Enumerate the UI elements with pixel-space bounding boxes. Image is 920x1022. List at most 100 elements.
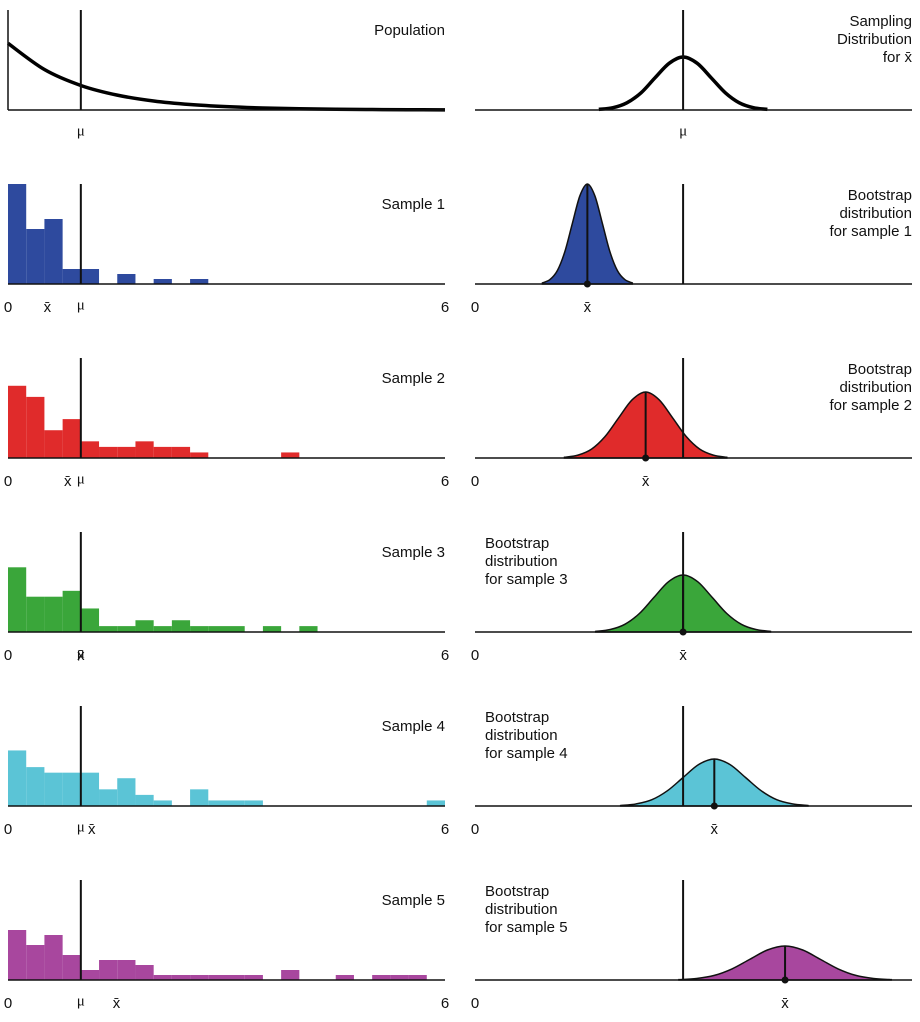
xbar-label: x̄ bbox=[88, 821, 96, 838]
histogram-bar bbox=[153, 800, 172, 806]
panel-title: Bootstrap bbox=[848, 187, 912, 204]
panel-title: Distribution bbox=[837, 31, 912, 48]
histogram-bar bbox=[153, 446, 172, 458]
panel-title: distribution bbox=[839, 205, 912, 222]
histogram-bar bbox=[226, 626, 245, 632]
xbar-label: x̄ bbox=[77, 647, 85, 664]
xbar-label: x̄ bbox=[44, 299, 52, 316]
histogram-bar bbox=[262, 626, 282, 632]
histogram-bar bbox=[135, 441, 154, 458]
x-tick-label: 0 bbox=[471, 647, 479, 664]
panel-title: Bootstrap bbox=[485, 535, 549, 552]
histogram-bar bbox=[62, 955, 81, 980]
histogram-bar bbox=[8, 750, 27, 806]
x-tick-label: 0 bbox=[471, 821, 479, 838]
xbar-dot bbox=[679, 628, 687, 636]
histogram-bar bbox=[208, 626, 227, 632]
histogram-bar bbox=[80, 269, 100, 284]
histogram-bar bbox=[190, 789, 209, 806]
mu-label: μ bbox=[77, 993, 85, 1009]
xbar-label: x̄ bbox=[64, 473, 72, 490]
histogram-bar bbox=[190, 279, 209, 284]
histogram-bar bbox=[372, 975, 391, 980]
histogram-bar bbox=[26, 767, 45, 806]
panel-title: for x̄ bbox=[883, 49, 913, 66]
panel-title: Sample 1 bbox=[382, 196, 445, 213]
histogram-bar bbox=[117, 960, 136, 980]
mu-label: μ bbox=[77, 819, 85, 835]
xbar-label: x̄ bbox=[711, 821, 719, 838]
x-tick-label: 0 bbox=[4, 473, 12, 490]
histogram-bar bbox=[80, 441, 100, 458]
histogram-bar bbox=[281, 970, 300, 980]
x-tick-label: 6 bbox=[441, 473, 449, 490]
histogram-bar bbox=[62, 269, 81, 284]
panel-title: distribution bbox=[485, 727, 558, 744]
xbar-label: x̄ bbox=[679, 647, 687, 664]
histogram-bar bbox=[208, 800, 227, 806]
histogram-bar bbox=[8, 184, 27, 284]
xbar-label: x̄ bbox=[113, 995, 121, 1012]
histogram-bar bbox=[408, 975, 427, 980]
histogram-bar bbox=[26, 945, 45, 980]
histogram-bar bbox=[62, 590, 81, 632]
x-tick-label: 0 bbox=[4, 647, 12, 664]
panel-title: distribution bbox=[485, 901, 558, 918]
mu-label: μ bbox=[77, 645, 85, 661]
histogram-bar bbox=[44, 772, 63, 806]
histogram-bar bbox=[135, 794, 154, 806]
panel-title: for sample 2 bbox=[829, 397, 912, 414]
histogram-bar bbox=[426, 800, 445, 806]
histogram-bar bbox=[135, 965, 154, 980]
histogram-bar bbox=[44, 935, 63, 980]
panel-title: Bootstrap bbox=[848, 361, 912, 378]
histogram-bar bbox=[117, 446, 136, 458]
histogram-bar bbox=[244, 975, 263, 980]
histogram-bar bbox=[226, 800, 245, 806]
panel-title: Population bbox=[374, 22, 445, 39]
histogram-bar bbox=[44, 430, 63, 458]
panel-title: Sampling bbox=[849, 13, 912, 30]
histogram-bar bbox=[190, 626, 209, 632]
x-tick-label: 0 bbox=[4, 299, 12, 316]
histogram-bar bbox=[117, 626, 136, 632]
histogram-bar bbox=[26, 596, 45, 632]
x-tick-label: 0 bbox=[471, 473, 479, 490]
panel-title: Sample 3 bbox=[382, 544, 445, 561]
histogram-bar bbox=[99, 789, 118, 806]
histogram-bar bbox=[8, 385, 27, 458]
xbar-label: x̄ bbox=[584, 299, 592, 316]
histogram-bar bbox=[8, 567, 27, 632]
panel-title: Sample 4 bbox=[382, 718, 445, 735]
histogram-bar bbox=[299, 626, 318, 632]
x-tick-label: 6 bbox=[441, 299, 449, 316]
histogram-bar bbox=[190, 975, 209, 980]
x-tick-label: 0 bbox=[4, 821, 12, 838]
histogram-bar bbox=[171, 620, 191, 632]
panel-title: distribution bbox=[839, 379, 912, 396]
histogram-bar bbox=[80, 970, 100, 980]
panel-title: distribution bbox=[485, 553, 558, 570]
histogram-bar bbox=[335, 975, 354, 980]
density-curve bbox=[6, 41, 446, 112]
histogram-bar bbox=[190, 452, 209, 458]
histogram-bar bbox=[44, 596, 63, 632]
x-tick-label: 0 bbox=[4, 995, 12, 1012]
panel-title: for sample 5 bbox=[485, 919, 568, 936]
histogram-bar bbox=[26, 396, 45, 458]
histogram-bar bbox=[80, 608, 100, 632]
histogram-bar bbox=[99, 446, 118, 458]
x-tick-label: 0 bbox=[471, 995, 479, 1012]
mu-label: μ bbox=[77, 123, 85, 139]
histogram-bar bbox=[117, 274, 136, 284]
histogram-bar bbox=[153, 279, 172, 284]
x-tick-label: 6 bbox=[441, 647, 449, 664]
panel-title: Sample 5 bbox=[382, 892, 445, 909]
xbar-dot bbox=[781, 976, 789, 984]
histogram-bar bbox=[153, 975, 172, 980]
panel-title: for sample 1 bbox=[829, 223, 912, 240]
x-tick-label: 6 bbox=[441, 995, 449, 1012]
panel-title: for sample 3 bbox=[485, 571, 568, 588]
xbar-label: x̄ bbox=[781, 995, 789, 1012]
